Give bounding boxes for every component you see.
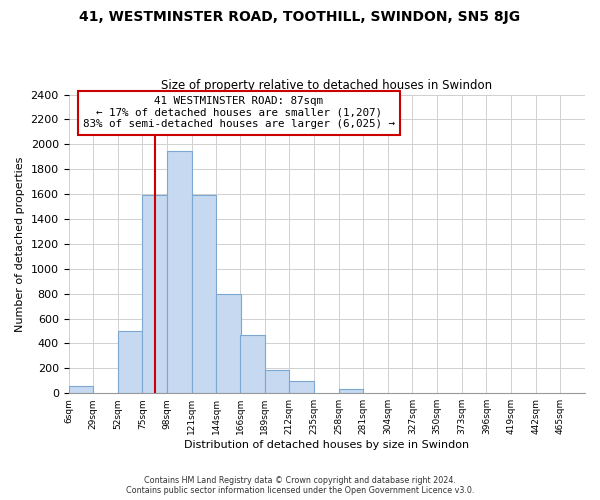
- Bar: [338, 389, 363, 393]
- X-axis label: Distribution of detached houses by size in Swindon: Distribution of detached houses by size …: [184, 440, 469, 450]
- Text: 41 WESTMINSTER ROAD: 87sqm
← 17% of detached houses are smaller (1,207)
83% of s: 41 WESTMINSTER ROAD: 87sqm ← 17% of deta…: [83, 96, 395, 129]
- Bar: [142, 196, 167, 393]
- Text: 41, WESTMINSTER ROAD, TOOTHILL, SWINDON, SN5 8JG: 41, WESTMINSTER ROAD, TOOTHILL, SWINDON,…: [79, 10, 521, 24]
- Y-axis label: Number of detached properties: Number of detached properties: [15, 156, 25, 332]
- Bar: [289, 382, 314, 393]
- Bar: [240, 334, 265, 393]
- Bar: [167, 150, 192, 393]
- Bar: [217, 294, 241, 393]
- Text: Contains HM Land Registry data © Crown copyright and database right 2024.
Contai: Contains HM Land Registry data © Crown c…: [126, 476, 474, 495]
- Bar: [118, 331, 142, 393]
- Bar: [192, 196, 217, 393]
- Bar: [265, 370, 289, 393]
- Bar: [68, 386, 93, 393]
- Title: Size of property relative to detached houses in Swindon: Size of property relative to detached ho…: [161, 79, 493, 92]
